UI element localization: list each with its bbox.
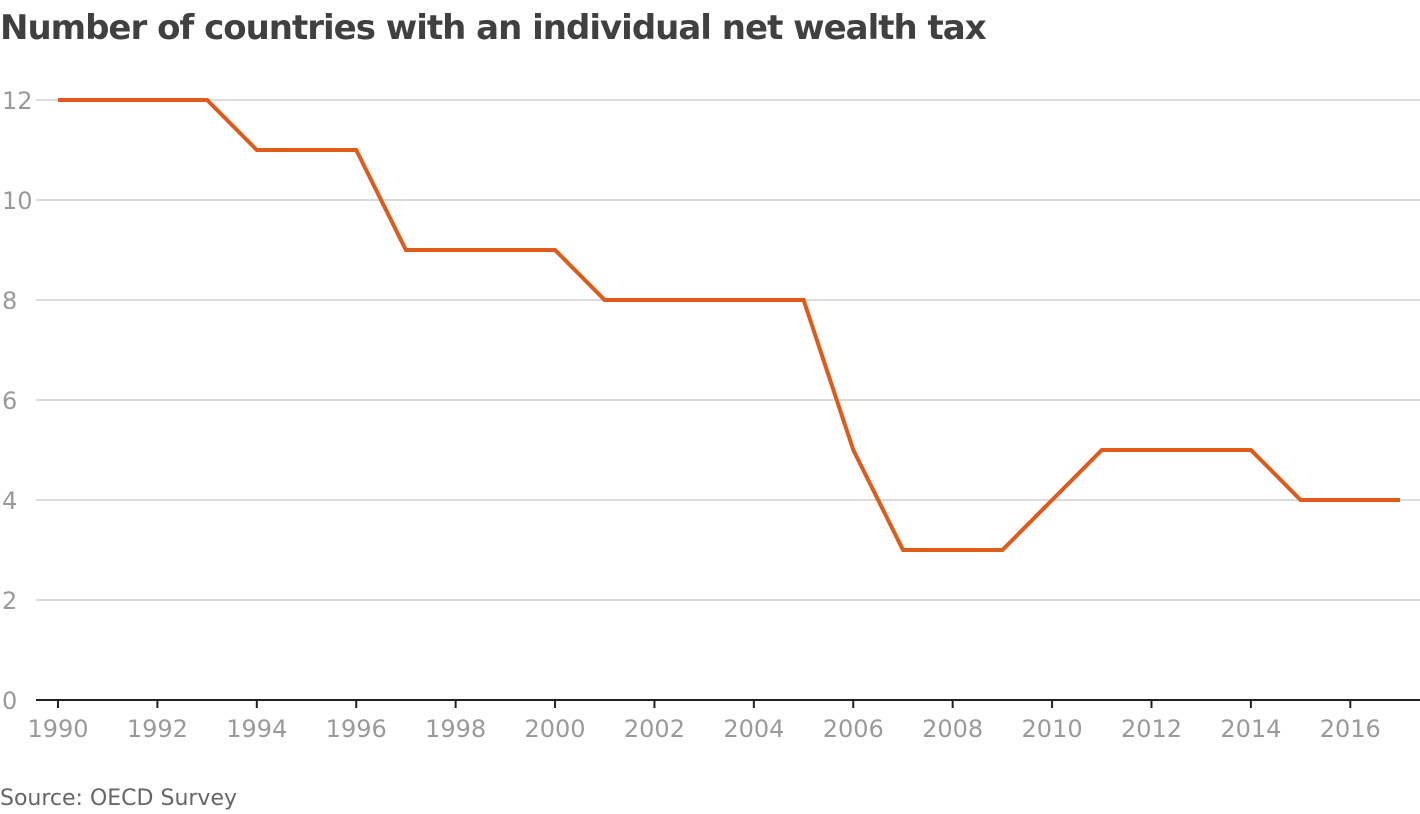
y-tick-label-2: 2	[2, 587, 17, 615]
gridlines	[36, 99, 1420, 601]
x-tick-label-2008: 2008	[922, 715, 983, 743]
y-tick-label-12: 12	[2, 87, 33, 115]
y-tick-label-0: 0	[2, 687, 17, 715]
x-tick-label-2004: 2004	[723, 715, 784, 743]
x-tick-label-1992: 1992	[127, 715, 188, 743]
x-tick-label-1990: 1990	[27, 715, 88, 743]
series-layer	[58, 98, 1400, 552]
y-axis-ticks: 0 2 4 6 8 10 12	[2, 87, 33, 715]
series-line-0	[58, 98, 1400, 552]
x-tick-label-2010: 2010	[1022, 715, 1083, 743]
x-tick-label-2012: 2012	[1121, 715, 1182, 743]
y-tick-label-10: 10	[2, 187, 33, 215]
x-tick-label-2000: 2000	[524, 715, 585, 743]
y-tick-label-8: 8	[2, 287, 17, 315]
x-tick-label-2002: 2002	[624, 715, 685, 743]
x-tick-label-2014: 2014	[1220, 715, 1281, 743]
x-tick-label-2006: 2006	[823, 715, 884, 743]
x-tick-label-1998: 1998	[425, 715, 486, 743]
x-tick-label-1994: 1994	[226, 715, 287, 743]
x-axis-ticks: 1990 1992 1994 1996 1998 2000 2002 2004 2006 2008…	[27, 700, 1381, 743]
chart-title: Number of countries with an individual n…	[0, 8, 987, 48]
x-tick-label-2016: 2016	[1320, 715, 1381, 743]
x-tick-label-1996: 1996	[326, 715, 387, 743]
y-tick-label-6: 6	[2, 387, 17, 415]
source-note: Source: OECD Survey	[0, 786, 238, 811]
y-tick-label-4: 4	[2, 487, 17, 515]
